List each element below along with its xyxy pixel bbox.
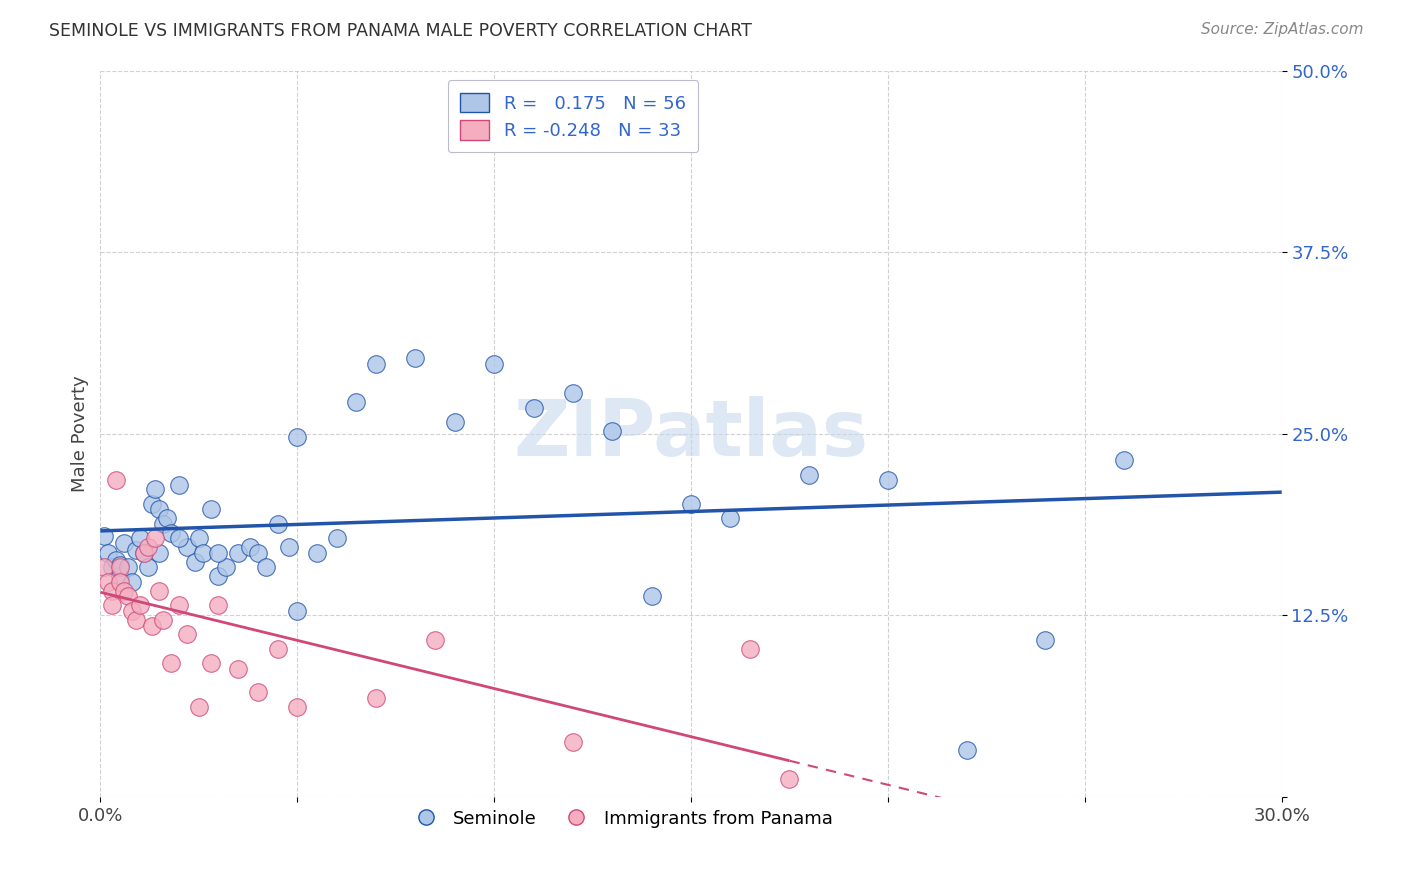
Point bbox=[97, 546, 120, 560]
Point bbox=[1114, 453, 1136, 467]
Point bbox=[200, 502, 222, 516]
Point bbox=[101, 560, 124, 574]
Point bbox=[956, 743, 979, 757]
Point bbox=[148, 546, 170, 560]
Point bbox=[117, 590, 139, 604]
Point bbox=[108, 558, 131, 572]
Point bbox=[132, 546, 155, 560]
Point bbox=[740, 641, 762, 656]
Point bbox=[101, 583, 124, 598]
Y-axis label: Male Poverty: Male Poverty bbox=[72, 376, 89, 492]
Point bbox=[207, 546, 229, 560]
Point bbox=[145, 532, 167, 546]
Point bbox=[799, 467, 821, 482]
Point bbox=[266, 516, 288, 531]
Point bbox=[364, 357, 387, 371]
Point bbox=[184, 555, 207, 569]
Point bbox=[108, 569, 131, 583]
Point bbox=[117, 560, 139, 574]
Point bbox=[160, 525, 183, 540]
Point bbox=[167, 477, 190, 491]
Point bbox=[148, 502, 170, 516]
Point bbox=[215, 560, 238, 574]
Point bbox=[121, 604, 143, 618]
Point bbox=[187, 699, 209, 714]
Point bbox=[152, 613, 174, 627]
Point bbox=[207, 598, 229, 612]
Point bbox=[97, 574, 120, 589]
Point bbox=[285, 430, 308, 444]
Point bbox=[239, 540, 262, 554]
Point bbox=[404, 351, 426, 366]
Point bbox=[246, 685, 269, 699]
Point bbox=[187, 532, 209, 546]
Point bbox=[325, 532, 347, 546]
Point bbox=[423, 633, 446, 648]
Point bbox=[561, 386, 583, 401]
Point bbox=[285, 604, 308, 618]
Point bbox=[167, 532, 190, 546]
Text: ZIPatlas: ZIPatlas bbox=[513, 396, 869, 472]
Point bbox=[305, 546, 328, 560]
Point bbox=[640, 590, 662, 604]
Point bbox=[344, 395, 367, 409]
Point bbox=[112, 583, 135, 598]
Point bbox=[176, 627, 198, 641]
Point bbox=[266, 641, 288, 656]
Legend: Seminole, Immigrants from Panama: Seminole, Immigrants from Panama bbox=[401, 803, 839, 835]
Point bbox=[254, 560, 277, 574]
Point bbox=[191, 546, 214, 560]
Point bbox=[600, 424, 623, 438]
Point bbox=[167, 598, 190, 612]
Point bbox=[141, 497, 163, 511]
Point bbox=[128, 598, 150, 612]
Point bbox=[121, 574, 143, 589]
Point bbox=[112, 535, 135, 549]
Point bbox=[141, 618, 163, 632]
Point bbox=[226, 662, 249, 676]
Point bbox=[152, 516, 174, 531]
Point bbox=[718, 511, 741, 525]
Point bbox=[148, 583, 170, 598]
Point bbox=[105, 553, 128, 567]
Point bbox=[364, 691, 387, 706]
Point bbox=[93, 528, 115, 542]
Point bbox=[136, 540, 159, 554]
Point bbox=[101, 598, 124, 612]
Point bbox=[443, 415, 465, 429]
Point bbox=[132, 546, 155, 560]
Point bbox=[226, 546, 249, 560]
Point bbox=[125, 613, 148, 627]
Text: SEMINOLE VS IMMIGRANTS FROM PANAMA MALE POVERTY CORRELATION CHART: SEMINOLE VS IMMIGRANTS FROM PANAMA MALE … bbox=[49, 22, 752, 40]
Point bbox=[246, 546, 269, 560]
Point bbox=[145, 482, 167, 496]
Point bbox=[108, 574, 131, 589]
Point bbox=[522, 401, 544, 415]
Point bbox=[200, 657, 222, 671]
Point bbox=[285, 699, 308, 714]
Point bbox=[1035, 633, 1057, 648]
Point bbox=[156, 511, 179, 525]
Point bbox=[160, 657, 183, 671]
Point bbox=[207, 569, 229, 583]
Text: Source: ZipAtlas.com: Source: ZipAtlas.com bbox=[1201, 22, 1364, 37]
Point bbox=[128, 532, 150, 546]
Point bbox=[105, 474, 128, 488]
Point bbox=[482, 357, 505, 371]
Point bbox=[176, 540, 198, 554]
Point bbox=[877, 474, 900, 488]
Point bbox=[561, 734, 583, 748]
Point bbox=[108, 560, 131, 574]
Point bbox=[278, 540, 301, 554]
Point bbox=[679, 497, 702, 511]
Point bbox=[779, 772, 801, 787]
Point bbox=[93, 560, 115, 574]
Point bbox=[136, 560, 159, 574]
Point bbox=[125, 543, 148, 558]
